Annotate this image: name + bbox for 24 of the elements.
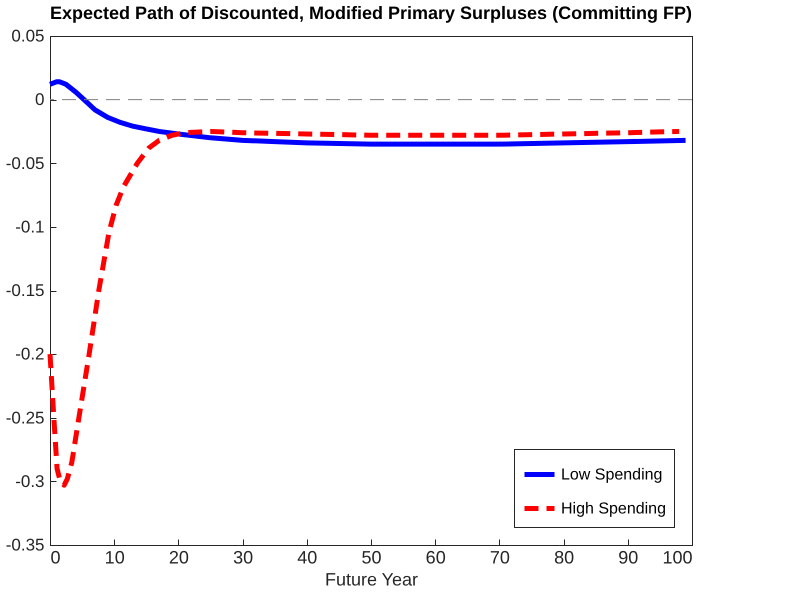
x-tick-label: 40 (297, 548, 318, 568)
y-tick-label: -0.25 (6, 408, 44, 428)
x-tick-label: 0 (50, 548, 61, 568)
x-tick-label: 20 (168, 548, 189, 568)
x-tick-label: 100 (662, 548, 692, 568)
y-tick-label: -0.15 (6, 281, 44, 300)
legend-label: Low Spending (561, 466, 662, 484)
x-tick-label: 10 (104, 548, 125, 568)
x-tick-label: 90 (618, 548, 638, 568)
y-tick-label: 0.05 (11, 26, 44, 46)
y-tick-label: -0.3 (15, 472, 44, 491)
y-tick-label: -0.1 (15, 217, 44, 236)
y-tick-label: -0.2 (15, 344, 44, 364)
y-tick-label: -0.35 (6, 536, 44, 554)
x-axis-title: Future Year (324, 570, 418, 590)
x-tick-label: 80 (554, 548, 574, 568)
x-tick-label: 70 (490, 548, 510, 568)
x-tick-label: 50 (361, 548, 382, 568)
x-tick-label: 30 (233, 548, 254, 568)
y-tick-label: -0.05 (6, 154, 44, 173)
chart-title: Expected Path of Discounted, Modified Primary Surpluses (Committing FP) (50, 3, 692, 23)
y-tick-label: 0 (35, 90, 44, 110)
x-tick-label: 60 (426, 548, 446, 568)
legend-label: High Spending (561, 500, 666, 518)
